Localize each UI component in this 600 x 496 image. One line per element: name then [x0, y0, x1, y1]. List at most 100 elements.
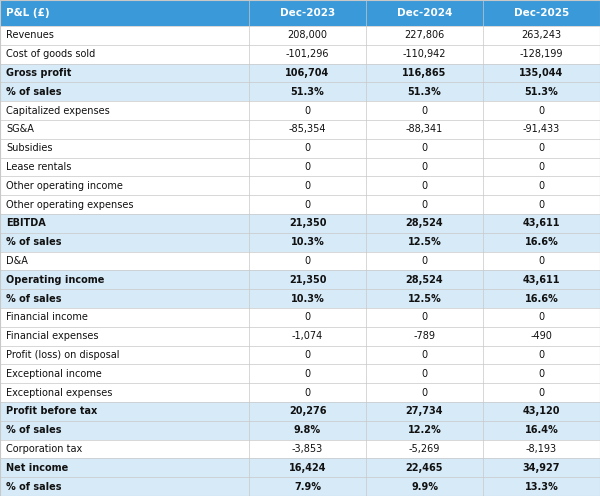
Bar — [0, 63, 600, 82]
Text: 0: 0 — [421, 143, 428, 153]
Text: 28,524: 28,524 — [406, 218, 443, 228]
Text: Exceptional expenses: Exceptional expenses — [6, 387, 112, 398]
Text: 0: 0 — [304, 106, 311, 116]
Text: Dec-2023: Dec-2023 — [280, 8, 335, 18]
Text: 0: 0 — [538, 369, 545, 379]
Bar — [366, 0, 483, 26]
Text: Corporation tax: Corporation tax — [6, 444, 82, 454]
Text: 12.5%: 12.5% — [407, 237, 442, 247]
Text: 51.3%: 51.3% — [290, 87, 325, 97]
Text: -88,341: -88,341 — [406, 124, 443, 134]
Text: -1,074: -1,074 — [292, 331, 323, 341]
Text: 0: 0 — [421, 387, 428, 398]
Text: 0: 0 — [538, 256, 545, 266]
Bar — [0, 26, 600, 45]
Text: 0: 0 — [421, 369, 428, 379]
Text: Other operating expenses: Other operating expenses — [6, 199, 133, 210]
Text: -85,354: -85,354 — [289, 124, 326, 134]
Text: % of sales: % of sales — [6, 482, 62, 492]
Bar — [0, 233, 600, 251]
Text: Operating income: Operating income — [6, 275, 104, 285]
Text: SG&A: SG&A — [6, 124, 34, 134]
Text: 10.3%: 10.3% — [290, 237, 325, 247]
Bar — [0, 402, 600, 421]
Text: 7.9%: 7.9% — [294, 482, 321, 492]
Text: 0: 0 — [304, 256, 311, 266]
Text: Revenues: Revenues — [6, 30, 54, 40]
Bar — [0, 251, 600, 270]
Bar — [0, 458, 600, 477]
Text: Profit before tax: Profit before tax — [6, 406, 97, 417]
Text: -789: -789 — [413, 331, 436, 341]
Text: Capitalized expenses: Capitalized expenses — [6, 106, 110, 116]
Text: 0: 0 — [421, 256, 428, 266]
Bar — [0, 139, 600, 158]
Bar — [0, 214, 600, 233]
Text: EBITDA: EBITDA — [6, 218, 46, 228]
Bar — [0, 289, 600, 308]
Text: 9.9%: 9.9% — [411, 482, 438, 492]
Text: 0: 0 — [538, 312, 545, 322]
Text: 34,927: 34,927 — [523, 463, 560, 473]
Text: 0: 0 — [538, 106, 545, 116]
Text: -5,269: -5,269 — [409, 444, 440, 454]
Bar — [0, 45, 600, 63]
Text: 16.6%: 16.6% — [524, 237, 559, 247]
Text: 0: 0 — [421, 312, 428, 322]
Text: % of sales: % of sales — [6, 87, 62, 97]
Text: 16,424: 16,424 — [289, 463, 326, 473]
Text: 0: 0 — [304, 369, 311, 379]
Bar — [249, 0, 366, 26]
Text: 0: 0 — [421, 181, 428, 191]
Text: D&A: D&A — [6, 256, 28, 266]
Bar — [0, 177, 600, 195]
Text: 10.3%: 10.3% — [290, 294, 325, 304]
Text: 27,734: 27,734 — [406, 406, 443, 417]
Text: 208,000: 208,000 — [287, 30, 328, 40]
Text: 116,865: 116,865 — [403, 68, 446, 78]
Text: 21,350: 21,350 — [289, 275, 326, 285]
Text: 43,611: 43,611 — [523, 275, 560, 285]
Text: 16.4%: 16.4% — [524, 425, 559, 435]
Text: 0: 0 — [304, 199, 311, 210]
Text: -101,296: -101,296 — [286, 49, 329, 59]
Text: Subsidies: Subsidies — [6, 143, 53, 153]
Text: -3,853: -3,853 — [292, 444, 323, 454]
Text: 12.2%: 12.2% — [407, 425, 442, 435]
Text: Cost of goods sold: Cost of goods sold — [6, 49, 95, 59]
Text: 135,044: 135,044 — [520, 68, 563, 78]
Text: 0: 0 — [538, 387, 545, 398]
Text: 9.8%: 9.8% — [294, 425, 321, 435]
Text: Profit (loss) on disposal: Profit (loss) on disposal — [6, 350, 119, 360]
Text: 22,465: 22,465 — [406, 463, 443, 473]
Bar — [0, 101, 600, 120]
Text: 0: 0 — [304, 162, 311, 172]
Text: % of sales: % of sales — [6, 425, 62, 435]
Text: 0: 0 — [304, 143, 311, 153]
Text: 0: 0 — [304, 387, 311, 398]
Text: Lease rentals: Lease rentals — [6, 162, 71, 172]
Text: 0: 0 — [538, 181, 545, 191]
Bar — [0, 421, 600, 439]
Text: 43,611: 43,611 — [523, 218, 560, 228]
Bar — [0, 158, 600, 177]
Bar — [0, 82, 600, 101]
Text: Financial income: Financial income — [6, 312, 88, 322]
Text: % of sales: % of sales — [6, 294, 62, 304]
Text: P&L (£): P&L (£) — [6, 8, 50, 18]
Text: 16.6%: 16.6% — [524, 294, 559, 304]
Text: Net income: Net income — [6, 463, 68, 473]
Text: 0: 0 — [304, 350, 311, 360]
Text: Gross profit: Gross profit — [6, 68, 71, 78]
Bar — [0, 0, 249, 26]
Bar — [483, 0, 600, 26]
Text: 263,243: 263,243 — [521, 30, 562, 40]
Text: -490: -490 — [530, 331, 553, 341]
Text: 51.3%: 51.3% — [524, 87, 559, 97]
Text: Exceptional income: Exceptional income — [6, 369, 102, 379]
Text: Financial expenses: Financial expenses — [6, 331, 98, 341]
Bar — [0, 308, 600, 327]
Text: 28,524: 28,524 — [406, 275, 443, 285]
Text: 106,704: 106,704 — [286, 68, 329, 78]
Bar — [0, 195, 600, 214]
